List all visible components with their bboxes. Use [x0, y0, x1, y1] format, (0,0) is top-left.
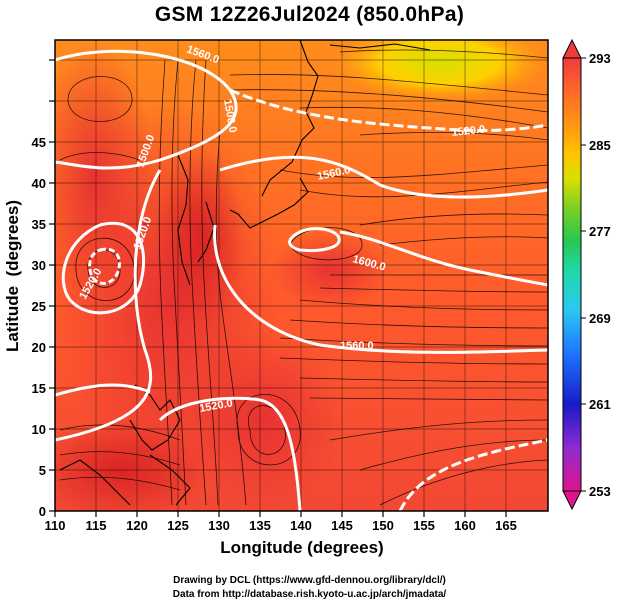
contour-label: 1520.0: [451, 124, 486, 139]
colorbar-ramp: [562, 57, 582, 492]
chart-title: GSM 12Z26Jul2024 (850.0hPa): [154, 3, 465, 26]
coastlines: [59, 40, 431, 506]
x-tick-label: 155: [413, 518, 435, 533]
contour-line: [288, 227, 341, 252]
lat-lon-grid: [55, 40, 548, 511]
y-axis-label: Latitude (degrees): [3, 200, 22, 352]
x-tick-label: 160: [454, 518, 476, 533]
contour-line: [219, 155, 548, 199]
contour-line: [61, 221, 146, 315]
contour-label: 1560.0: [340, 340, 374, 352]
colorbar: 253 261 269 277 285 293: [562, 38, 611, 511]
height-contours: [55, 49, 548, 511]
x-tick-label: 145: [331, 518, 353, 533]
y-tick-label: 5: [39, 463, 46, 478]
y-tick-label: 40: [32, 176, 46, 191]
credit-data-source: Data from http://database.rish.kyoto-u.a…: [172, 589, 447, 600]
x-tick-label: 140: [290, 518, 312, 533]
colorbar-tick-label: 261: [589, 397, 611, 412]
y-tick-label: 30: [32, 258, 46, 273]
colorbar-tick-label: 293: [589, 51, 611, 66]
contour-line: [88, 247, 121, 285]
y-tick-label: 35: [32, 217, 46, 232]
x-tick-label: 165: [495, 518, 517, 533]
contour-line: [55, 383, 151, 397]
contour-line: [339, 230, 548, 287]
contour-line: [213, 224, 548, 354]
x-tick-label: 120: [126, 518, 148, 533]
x-tick-label: 115: [86, 518, 107, 533]
contour-label: 1520.0: [198, 397, 233, 415]
contour-line: [158, 396, 302, 511]
y-tick-label: 25: [32, 299, 46, 314]
colorbar-tick-label: 253: [589, 484, 611, 499]
y-tick-label: 45: [32, 135, 46, 150]
y-tick-label: 15: [32, 381, 46, 396]
y-tick-labels: 0 5 10 15 20 25 30 35 40 45: [32, 135, 46, 519]
colorbar-tick-label: 269: [589, 311, 611, 326]
wind-streamlines: [59, 49, 548, 506]
contour-label: 1500.0: [221, 98, 239, 133]
temperature-field: [55, 40, 548, 511]
y-tick-label: 20: [32, 340, 46, 355]
colorbar-tick-label: 285: [589, 138, 611, 153]
contour-line: [55, 49, 238, 170]
x-tick-label: 150: [372, 518, 394, 533]
colorbar-top-arrow: [562, 38, 582, 59]
contour-line: [229, 88, 548, 133]
y-tick-label: 0: [39, 504, 46, 519]
y-tick-label: 10: [32, 422, 46, 437]
x-tick-label: 110: [45, 518, 66, 533]
x-tick-label: 130: [208, 518, 230, 533]
colorbar-bottom-arrow: [562, 490, 582, 511]
colorbar-tick-label: 277: [589, 224, 611, 239]
contour-line: [398, 438, 548, 511]
contour-line: [55, 169, 162, 442]
x-tick-label: 125: [167, 518, 189, 533]
axis-tick-marks: [49, 59, 507, 517]
credit-drawing: Drawing by DCL (https://www.gfd-dennou.o…: [173, 575, 446, 586]
x-tick-labels: 110 115 120 125 130 135 140 145 150 155 …: [45, 518, 517, 533]
x-tick-label: 135: [249, 518, 271, 533]
x-axis-label: Longitude (degrees): [220, 538, 383, 557]
